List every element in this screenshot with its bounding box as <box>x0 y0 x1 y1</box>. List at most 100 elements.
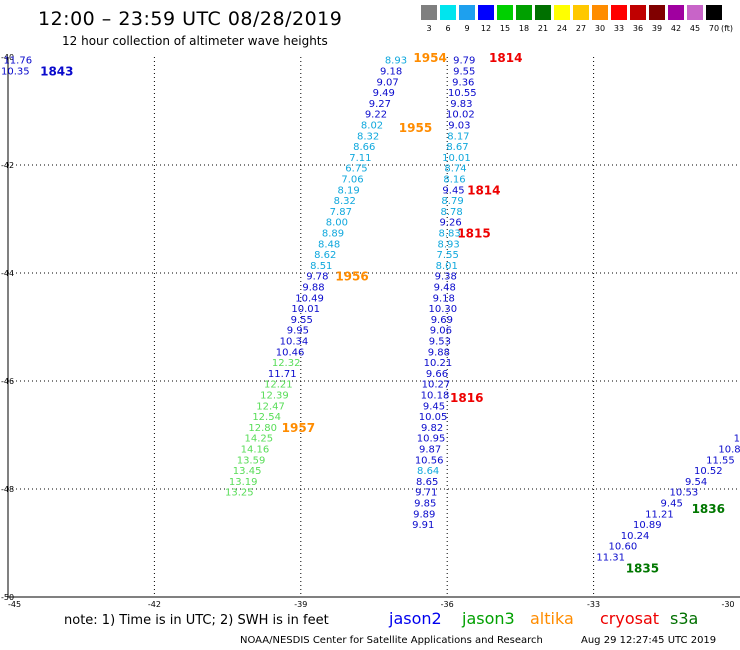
wave-height-value: 9.18 <box>433 293 455 304</box>
wave-height-value: 10.27 <box>422 380 451 391</box>
wave-height-value: 9.07 <box>377 77 399 88</box>
wave-height-value: 9.83 <box>450 99 472 110</box>
wave-height-value: 9.48 <box>434 283 456 294</box>
legend-label: 21 <box>537 24 549 33</box>
wave-height-value: 10.49 <box>295 293 324 304</box>
legend-label: 6 <box>445 24 451 33</box>
wave-height-value: 9.55 <box>453 67 475 78</box>
wave-height-value: 10.05 <box>419 412 448 423</box>
wave-height-value: 8.78 <box>440 207 462 218</box>
wave-height-value: 9.45 <box>442 185 464 196</box>
wave-height-value: 11.55 <box>706 455 735 466</box>
wave-height-value: 9.69 <box>431 315 453 326</box>
legend-swatch <box>668 5 684 20</box>
legend-label: 33 <box>613 24 625 33</box>
legend-label: 39 <box>651 24 663 33</box>
legend-label: 9 <box>464 24 470 33</box>
wave-height-value: 9.71 <box>415 488 437 499</box>
wave-height-value: 8.48 <box>318 239 340 250</box>
legend-label: 70 <box>708 24 720 33</box>
wave-height-value: 12.32 <box>272 358 301 369</box>
wave-height-value: 8.67 <box>446 142 468 153</box>
wave-height-value: 9.79 <box>453 56 475 67</box>
wave-height-value: 9.36 <box>452 77 474 88</box>
wave-height-value: 8.83 <box>439 229 461 240</box>
wave-height-value: 9.66 <box>426 369 448 380</box>
pass-time-label: 1814 <box>467 183 500 197</box>
wave-height-value: 9.88 <box>428 347 450 358</box>
legend-swatch <box>516 5 532 20</box>
chart-title: 12:00 – 23:59 UTC 08/28/2019 <box>38 8 343 30</box>
y-tick-label: -42 <box>1 161 14 170</box>
legend-label: 30 <box>594 24 606 33</box>
wave-height-value: 6.75 <box>345 164 367 175</box>
wave-height-value: 10.55 <box>448 88 477 99</box>
pass-time-label: 1816 <box>450 391 483 405</box>
wave-height-value: 13.59 <box>237 455 266 466</box>
pass-time-label: 1955 <box>399 121 432 135</box>
wave-height-value: 8.32 <box>334 196 356 207</box>
legend-swatch <box>687 5 703 20</box>
legend-swatch <box>649 5 665 20</box>
y-tick-label: -46 <box>1 377 14 386</box>
wave-height-value: 10 <box>734 434 740 445</box>
wave-height-value: 10.02 <box>446 110 475 121</box>
wave-height-value: 9.78 <box>306 272 328 283</box>
wave-height-value: 10.18 <box>421 391 450 402</box>
wave-height-value: 8.16 <box>443 175 465 186</box>
x-tick-label: -45 <box>8 600 21 609</box>
wave-height-value: 9.27 <box>369 99 391 110</box>
pass-time-label: 1954 <box>413 51 446 65</box>
wave-height-value: 9.06 <box>430 326 452 337</box>
wave-height-value: 9.54 <box>685 477 707 488</box>
wave-height-value: 14.25 <box>245 434 274 445</box>
legend-label: 24 <box>556 24 568 33</box>
legend-swatch <box>611 5 627 20</box>
y-tick-label: -44 <box>1 269 14 278</box>
wave-height-value: 10.95 <box>417 434 446 445</box>
wave-height-value: 7.11 <box>349 153 371 164</box>
pass-time-label: 1957 <box>282 421 315 435</box>
wave-height-value: 9.91 <box>412 520 434 531</box>
wave-height-value: 13.25 <box>225 488 254 499</box>
wave-height-value: 13.45 <box>233 466 262 477</box>
wave-height-value: 9.18 <box>380 67 402 78</box>
wave-height-value: 8.17 <box>447 131 469 142</box>
wave-height-value: 9.95 <box>287 326 309 337</box>
legend-swatch <box>592 5 608 20</box>
x-tick-label: -30 <box>721 600 734 609</box>
wave-height-value: 11.76 <box>3 56 32 67</box>
wave-height-value: 8.79 <box>441 196 463 207</box>
pass-time-label: 1835 <box>626 561 659 575</box>
wave-height-value: 12.39 <box>260 391 289 402</box>
wave-height-value: 10.21 <box>424 358 453 369</box>
wave-height-value: 9.38 <box>435 272 457 283</box>
legend-label: 12 <box>480 24 492 33</box>
wave-height-value: 9.26 <box>439 218 461 229</box>
legend-swatch <box>535 5 551 20</box>
chart-subtitle: 12 hour collection of altimeter wave hei… <box>62 34 328 48</box>
wave-height-value: 9.03 <box>448 121 470 132</box>
timestamp: Aug 29 12:27:45 UTC 2019 <box>581 635 717 646</box>
wave-height-value: 8.00 <box>326 218 348 229</box>
wave-height-value: 7.06 <box>341 175 363 186</box>
wave-height-value: 7.87 <box>330 207 352 218</box>
wave-height-value: 10.60 <box>609 542 638 553</box>
wave-height-value: 8.93 <box>385 56 407 67</box>
legend-label: 3 <box>426 24 432 33</box>
wave-height-value: 8.66 <box>353 142 375 153</box>
wave-height-value: 8.01 <box>436 261 458 272</box>
wave-height-value: 9.87 <box>419 445 441 456</box>
wave-height-value: 10.56 <box>415 455 444 466</box>
legend-swatch <box>440 5 456 20</box>
credit-line: NOAA/NESDIS Center for Satellite Applica… <box>240 635 543 646</box>
legend-swatch <box>497 5 513 20</box>
wave-height-value: 8.62 <box>314 250 336 261</box>
wave-height-value: 9.45 <box>661 499 683 510</box>
legend-label: 27 <box>575 24 587 33</box>
wave-height-value: 9.45 <box>423 401 445 412</box>
y-tick-label: -48 <box>1 485 14 494</box>
y-tick-label: -50 <box>1 593 14 602</box>
x-tick-label: -42 <box>148 600 161 609</box>
wave-height-value: 8.32 <box>357 131 379 142</box>
